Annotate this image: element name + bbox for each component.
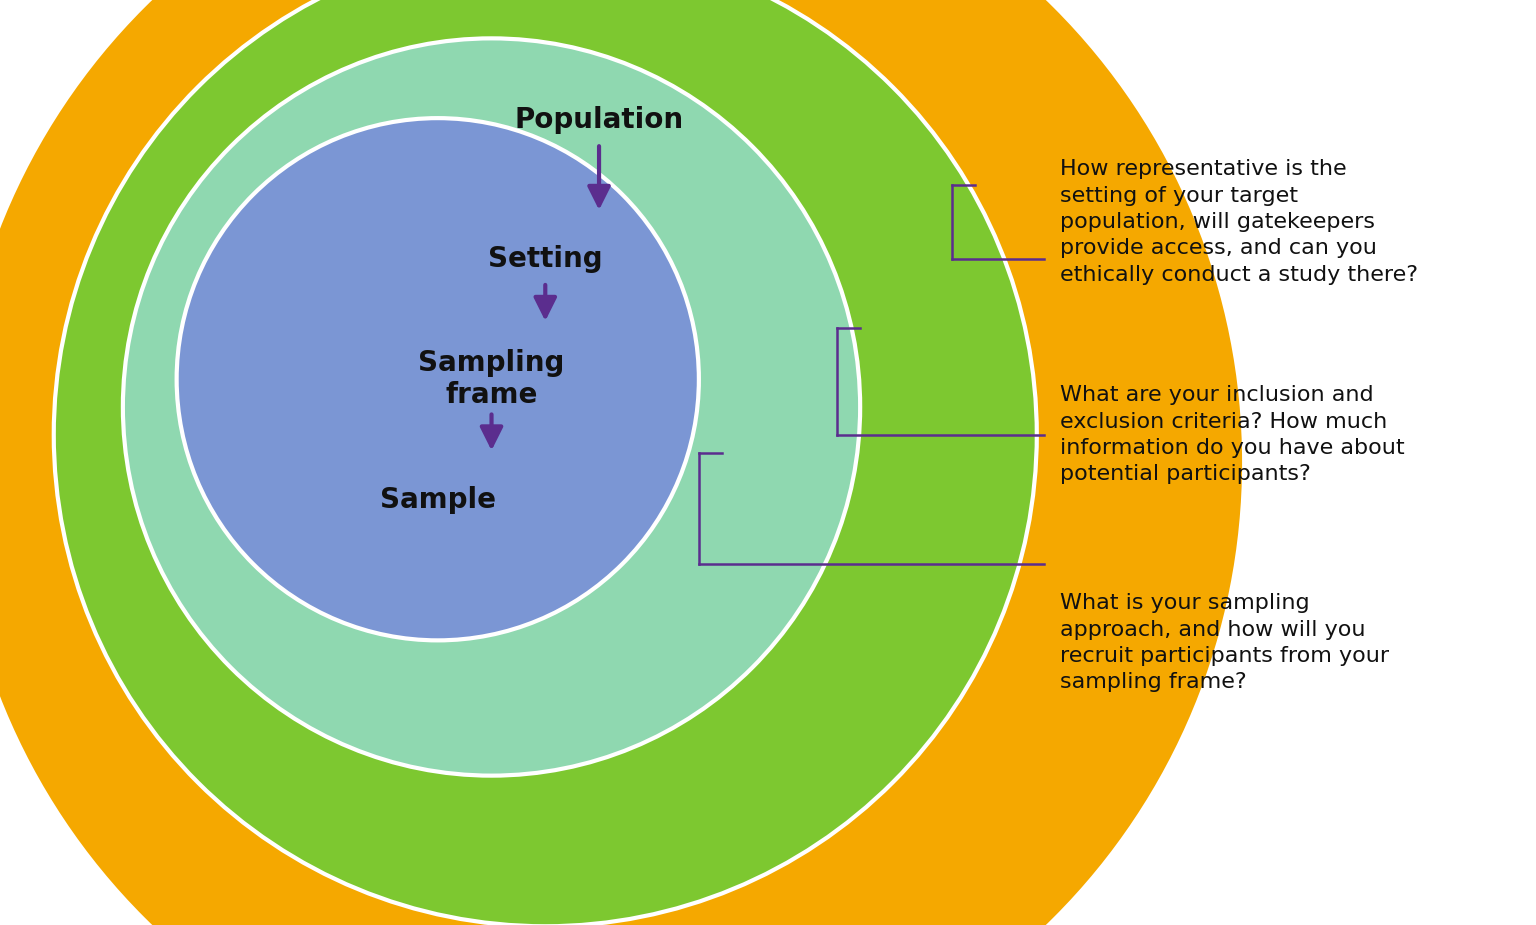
Text: Sample: Sample (379, 486, 496, 513)
Text: What is your sampling
approach, and how will you
recruit participants from your
: What is your sampling approach, and how … (1060, 593, 1389, 693)
Ellipse shape (123, 38, 860, 776)
Ellipse shape (177, 118, 699, 640)
Ellipse shape (54, 0, 1037, 925)
Text: Sampling
frame: Sampling frame (418, 349, 565, 410)
Text: Population: Population (515, 106, 684, 134)
Text: How representative is the
setting of your target
population, will gatekeepers
pr: How representative is the setting of you… (1060, 159, 1418, 285)
Text: Setting: Setting (488, 245, 602, 273)
Text: What are your inclusion and
exclusion criteria? How much
information do you have: What are your inclusion and exclusion cr… (1060, 385, 1404, 485)
Ellipse shape (0, 0, 1244, 925)
